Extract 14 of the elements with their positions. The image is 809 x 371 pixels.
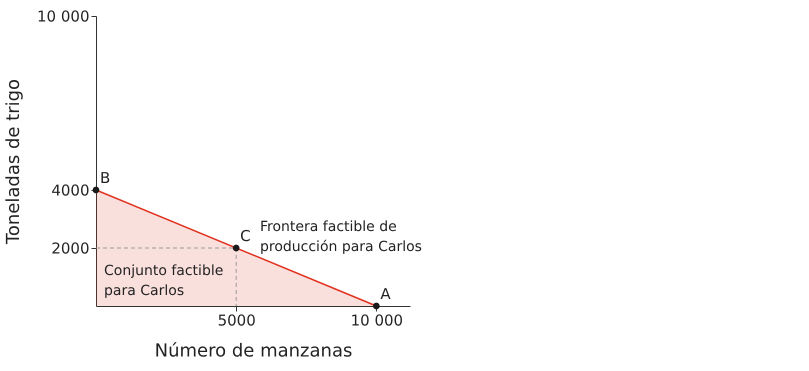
x-tick-label: 5000 [218,312,256,330]
point [373,302,380,310]
annotation: B [100,169,110,187]
y-tick-label: 2000 [51,240,90,258]
annotation: A [380,285,392,303]
annotation: C [240,227,251,245]
x-axis-title: Número de manzanas [154,340,352,362]
y-tick-label: 10 000 [37,8,90,26]
point [92,186,100,194]
y-tick-label: 4000 [51,182,90,200]
y-axis-title: Toneladas de trigo [3,78,24,246]
annotation: Conjunto factible para Carlos [104,263,224,299]
point [232,244,240,252]
annotation: Frontera factible de producción para Carlos [260,219,422,255]
